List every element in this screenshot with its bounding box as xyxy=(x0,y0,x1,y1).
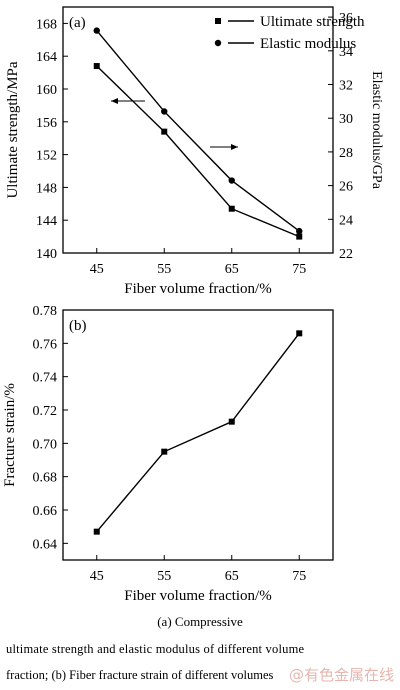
x-tick-label: 45 xyxy=(90,569,104,584)
legend-label: Elastic modulus xyxy=(260,36,356,52)
y-tick-label: 148 xyxy=(36,181,57,196)
data-point xyxy=(93,63,100,70)
figure-caption-line-1: ultimate strength and elastic modulus of… xyxy=(6,642,305,656)
data-point xyxy=(296,227,303,235)
chart-panel-a: 45 55 65 75 140 144 148 152 156 160 164 168 22 24 26 28… xyxy=(5,6,384,297)
legend-marker xyxy=(215,18,221,24)
y-tick-label: 160 xyxy=(36,83,57,98)
legend-marker xyxy=(214,39,222,47)
y-axis-label: Ultimate strength/MPa xyxy=(5,61,21,198)
data-point xyxy=(161,448,168,455)
y2-tick-label: 30 xyxy=(339,112,353,127)
series-line-1 xyxy=(96,65,300,238)
data-point xyxy=(161,108,168,115)
y2-tick-label: 24 xyxy=(339,213,353,228)
y2-tick-label: 36 xyxy=(339,11,353,26)
plot-frame xyxy=(62,309,334,561)
watermark: @有色金属在线 xyxy=(288,666,394,684)
y2-tick-label: 22 xyxy=(339,247,353,262)
y-tick-label: 144 xyxy=(36,214,57,229)
y2-tick-label: 28 xyxy=(339,146,353,161)
x-axis-label: Fiber volume fraction/% xyxy=(124,281,271,297)
y-tick-label: 0.68 xyxy=(33,471,58,486)
data-point xyxy=(228,418,235,425)
y-tick-label: 140 xyxy=(36,247,57,262)
y-tick-label: 152 xyxy=(36,149,57,164)
series-line-1 xyxy=(96,332,300,533)
data-point xyxy=(228,177,235,184)
y-tick-label: 0.78 xyxy=(33,304,58,319)
x-tick-label: 65 xyxy=(225,262,239,277)
figure-caption-line-2: fraction; (b) Fiber fracture strain of d… xyxy=(6,668,274,682)
x-tick-label: 55 xyxy=(157,262,171,277)
right-axis-arrow-head xyxy=(231,144,238,150)
panel-label: (a) xyxy=(69,15,86,31)
x-tick-label: 55 xyxy=(157,569,171,584)
y-axis-label: Fracture strain/% xyxy=(2,383,18,487)
data-point xyxy=(296,233,303,240)
series-line-2 xyxy=(96,30,300,232)
data-point xyxy=(93,528,100,535)
y-tick-label: 0.70 xyxy=(33,437,58,452)
y-tick-label: 0.74 xyxy=(33,371,58,386)
y2-axis-label: Elastic modulus/GPa xyxy=(369,71,384,190)
y-tick-label: 168 xyxy=(36,17,57,32)
x-tick-label: 65 xyxy=(225,569,239,584)
y-tick-label: 0.64 xyxy=(33,537,58,552)
y-tick-label: 0.66 xyxy=(33,504,58,519)
y2-tick-label: 32 xyxy=(339,79,353,94)
panel-label: (b) xyxy=(69,318,87,334)
x-axis-label: Fiber volume fraction/% xyxy=(124,588,271,604)
y-tick-label: 164 xyxy=(36,50,57,65)
figure-caption-subfigure: (a) Compressive xyxy=(157,614,243,629)
y-tick-label: 0.76 xyxy=(33,337,58,352)
plot-frame xyxy=(62,6,334,254)
x-tick-label: 75 xyxy=(292,262,306,277)
x-tick-label: 45 xyxy=(90,262,104,277)
left-axis-arrow-head xyxy=(111,98,118,104)
legend-label: Ultimate strength xyxy=(260,14,365,30)
data-point xyxy=(228,205,235,212)
y-tick-label: 0.72 xyxy=(33,404,58,419)
x-tick-label: 75 xyxy=(292,569,306,584)
data-point xyxy=(296,330,303,337)
y2-tick-label: 34 xyxy=(339,45,353,60)
y2-tick-label: 26 xyxy=(339,180,353,195)
y-tick-label: 156 xyxy=(36,116,57,131)
data-point xyxy=(93,27,100,34)
chart-panel-b: 45 55 65 75 0.64 0.66 0.68 0.70 0.72 0.74 0.76 0.78… xyxy=(2,304,334,604)
data-point xyxy=(161,128,168,135)
